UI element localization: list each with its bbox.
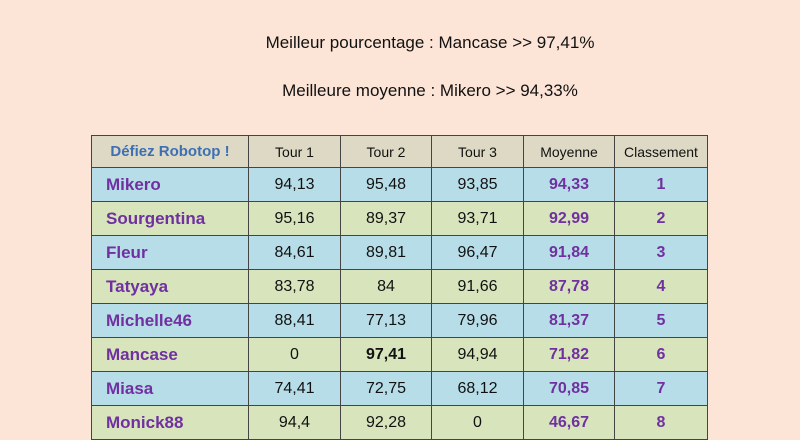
average-score: 94,33 (523, 167, 615, 202)
column-header-tour-1: Tour 1 (248, 135, 341, 168)
rank: 3 (614, 235, 708, 270)
tour-1-score: 94,4 (248, 405, 341, 440)
table-row: Monick88 94,4 92,28 0 46,67 8 (91, 405, 708, 440)
tour-3-score: 68,12 (431, 371, 524, 406)
tour-1-score: 95,16 (248, 201, 341, 236)
table-title: Défiez Robotop ! (91, 135, 249, 168)
tour-2-score-best: 97,41 (340, 337, 432, 372)
player-name: Sourgentina (91, 201, 249, 236)
average-score: 81,37 (523, 303, 615, 338)
rank: 8 (614, 405, 708, 440)
best-percentage-text: Meilleur pourcentage : Mancase >> 97,41% (265, 33, 595, 52)
table-row: Miasa 74,41 72,75 68,12 70,85 7 (91, 371, 708, 406)
tour-3-score: 93,71 (431, 201, 524, 236)
column-header-tour-3: Tour 3 (431, 135, 524, 168)
player-name: Mancase (91, 337, 249, 372)
table-row: Sourgentina 95,16 89,37 93,71 92,99 2 (91, 201, 708, 236)
tour-3-score: 0 (431, 405, 524, 440)
best-average-text: Meilleure moyenne : Mikero >> 94,33% (282, 81, 578, 100)
average-score: 71,82 (523, 337, 615, 372)
player-name: Tatyaya (91, 269, 249, 304)
tour-2-score: 77,13 (340, 303, 432, 338)
header-row: Défiez Robotop ! Tour 1 Tour 2 Tour 3 Mo… (91, 135, 708, 168)
rank: 1 (614, 167, 708, 202)
tour-1-score: 94,13 (248, 167, 341, 202)
tour-1-score: 83,78 (248, 269, 341, 304)
tour-1-score: 74,41 (248, 371, 341, 406)
tour-2-score: 72,75 (340, 371, 432, 406)
column-header-tour-2: Tour 2 (340, 135, 432, 168)
tour-2-score: 89,81 (340, 235, 432, 270)
player-name: Fleur (91, 235, 249, 270)
average-score: 87,78 (523, 269, 615, 304)
table-row: Michelle46 88,41 77,13 79,96 81,37 5 (91, 303, 708, 338)
tour-3-score: 93,85 (431, 167, 524, 202)
tour-2-score: 92,28 (340, 405, 432, 440)
player-name: Miasa (91, 371, 249, 406)
tour-1-score: 0 (248, 337, 341, 372)
table-row: Mancase 0 97,41 94,94 71,82 6 (91, 337, 708, 372)
rank: 5 (614, 303, 708, 338)
average-score: 70,85 (523, 371, 615, 406)
table-row: Fleur 84,61 89,81 96,47 91,84 3 (91, 235, 708, 270)
rank: 6 (614, 337, 708, 372)
tour-3-score: 91,66 (431, 269, 524, 304)
tour-2-score: 89,37 (340, 201, 432, 236)
player-name: Michelle46 (91, 303, 249, 338)
tour-3-score: 96,47 (431, 235, 524, 270)
rank: 7 (614, 371, 708, 406)
table-row: Tatyaya 83,78 84 91,66 87,78 4 (91, 269, 708, 304)
tour-2-score: 84 (340, 269, 432, 304)
tour-1-score: 84,61 (248, 235, 341, 270)
column-header-moyenne: Moyenne (523, 135, 615, 168)
average-score: 91,84 (523, 235, 615, 270)
column-header-classement: Classement (614, 135, 708, 168)
player-name: Mikero (91, 167, 249, 202)
table-row: Mikero 94,13 95,48 93,85 94,33 1 (91, 167, 708, 202)
scores-table: Défiez Robotop ! Tour 1 Tour 2 Tour 3 Mo… (91, 135, 708, 440)
tour-2-score: 95,48 (340, 167, 432, 202)
tour-3-score: 79,96 (431, 303, 524, 338)
average-score: 46,67 (523, 405, 615, 440)
tour-3-score: 94,94 (431, 337, 524, 372)
tour-1-score: 88,41 (248, 303, 341, 338)
average-score: 92,99 (523, 201, 615, 236)
player-name: Monick88 (91, 405, 249, 440)
rank: 2 (614, 201, 708, 236)
rank: 4 (614, 269, 708, 304)
